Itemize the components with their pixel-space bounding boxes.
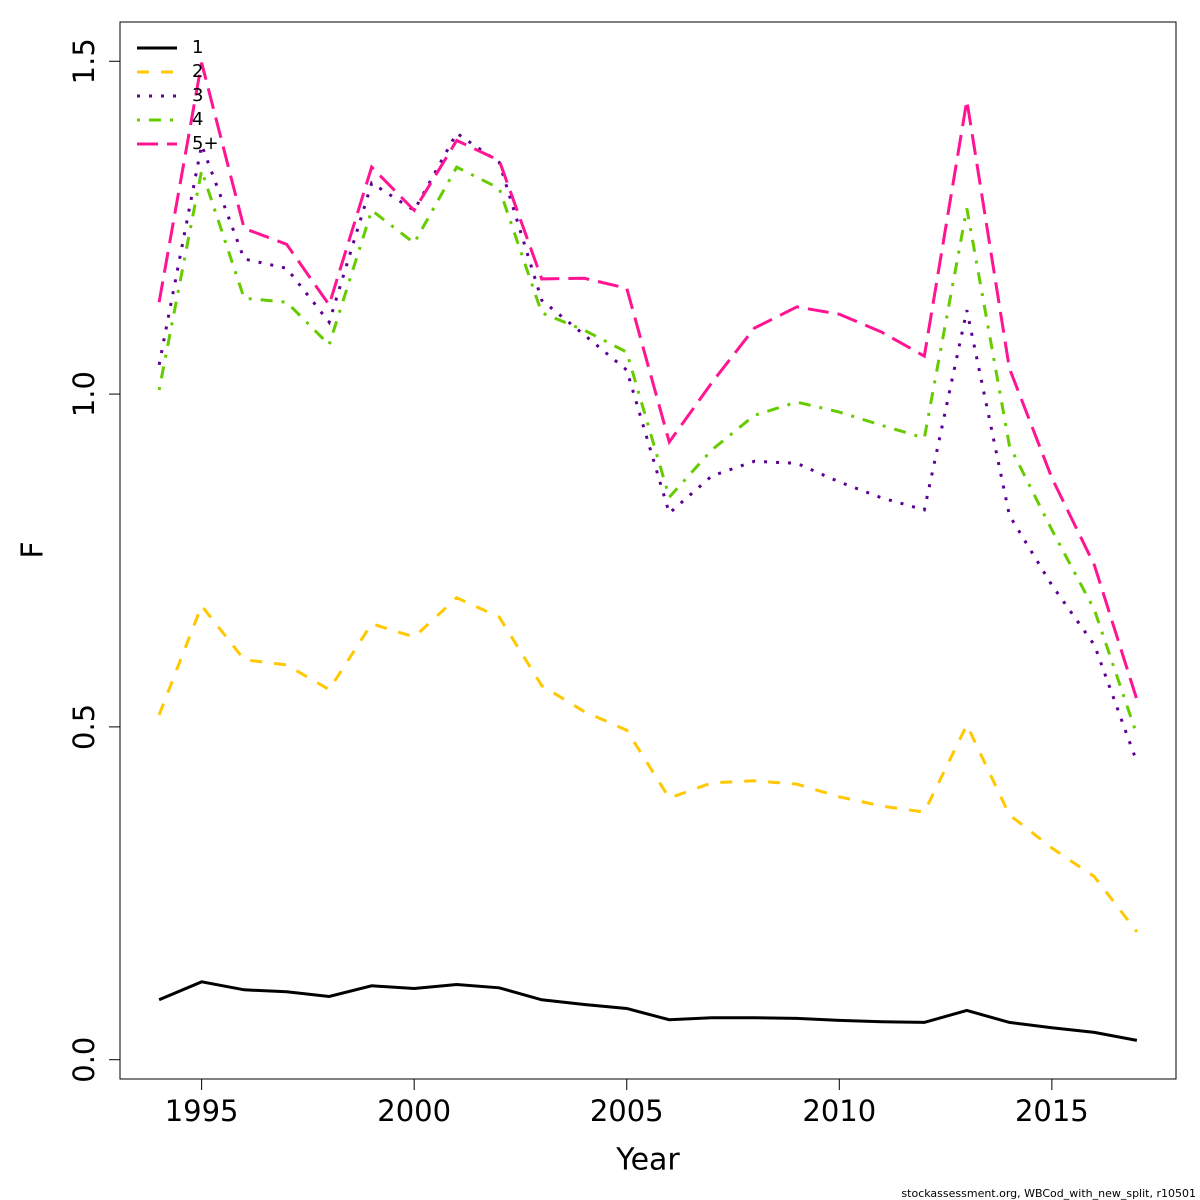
y-tick-label: 1.0 — [67, 371, 101, 417]
footnote: stockassessment.org, WBCod_with_new_spli… — [901, 1187, 1196, 1200]
legend-label: 1 — [192, 37, 203, 58]
series-line — [157, 595, 1139, 933]
x-tick-label: 2015 — [1015, 1094, 1089, 1128]
y-tick-label: 1.5 — [67, 38, 101, 84]
series-line — [157, 62, 1139, 701]
legend-label: 5+ — [192, 133, 219, 154]
legend-label: 2 — [192, 61, 203, 82]
series-line — [157, 164, 1139, 736]
legend-label: 3 — [192, 85, 203, 106]
plot-box — [119, 21, 1177, 1080]
series-line — [158, 980, 1138, 1042]
x-axis-label: Year — [615, 1143, 680, 1178]
x-tick-label: 1995 — [165, 1094, 239, 1128]
legend-label: 4 — [192, 109, 203, 130]
x-tick-label: 2010 — [802, 1094, 876, 1128]
series-line — [157, 130, 1139, 763]
y-tick-label: 0.5 — [67, 704, 101, 750]
x-tick-label: 2000 — [377, 1094, 451, 1128]
y-tick-label: 0.0 — [67, 1037, 101, 1083]
y-axis-label: F — [16, 541, 51, 558]
x-tick-label: 2005 — [590, 1094, 664, 1128]
